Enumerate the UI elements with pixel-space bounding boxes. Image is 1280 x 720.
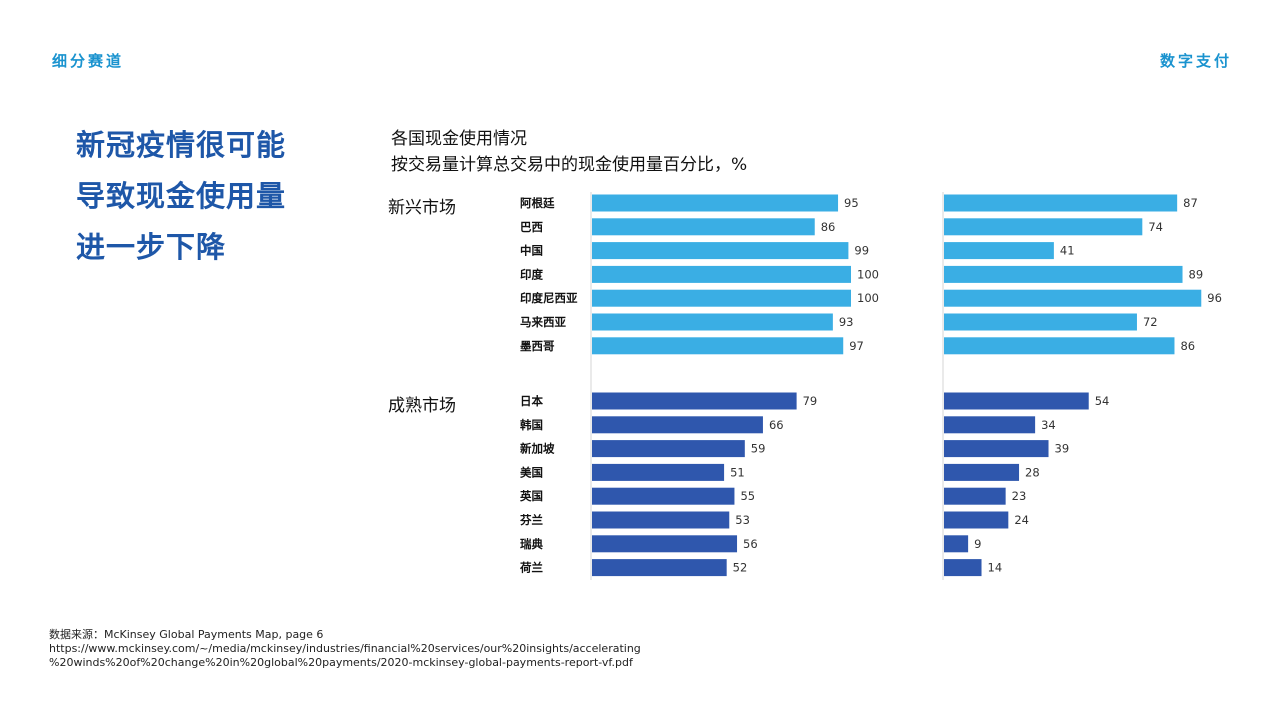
chart-title: 各国现金使用情况 (391, 129, 527, 149)
bar (944, 440, 1049, 458)
bar (592, 194, 839, 212)
headline: 新冠疫情很可能 导致现金使用量 进一步下降 (76, 120, 376, 273)
category-label: 芬兰 (519, 513, 543, 527)
data-label: 59 (751, 442, 766, 456)
group-label: 新兴市场 (388, 198, 456, 218)
data-label: 28 (1025, 465, 1040, 479)
data-label: 54 (1095, 394, 1110, 408)
data-label: 39 (1055, 442, 1070, 456)
bar (944, 194, 1178, 212)
category-label: 美国 (520, 465, 543, 479)
bar (944, 487, 1006, 505)
data-label: 87 (1183, 196, 1198, 210)
data-label: 89 (1189, 267, 1204, 281)
data-label: 41 (1060, 244, 1075, 258)
bar (944, 511, 1009, 529)
bar (944, 559, 982, 577)
bar (592, 511, 730, 529)
bar (592, 242, 849, 260)
category-label: 英国 (519, 489, 543, 503)
category-label: 荷兰 (519, 561, 543, 575)
bar (944, 535, 969, 553)
data-label: 100 (857, 267, 879, 281)
bar (592, 416, 763, 434)
bar (592, 392, 797, 410)
data-label: 53 (735, 513, 750, 527)
category-label: 墨西哥 (520, 339, 555, 353)
chart-title-block: 各国现金使用情况 按交易量计算总交易中的现金使用量百分比，% (391, 126, 747, 178)
data-label: 51 (730, 465, 745, 479)
category-label: 印度 (520, 267, 543, 281)
bar (944, 218, 1143, 236)
data-label: 99 (854, 244, 869, 258)
bar (592, 535, 738, 553)
category-label: 瑞典 (520, 537, 543, 551)
data-label: 86 (1180, 339, 1195, 353)
data-label: 55 (740, 489, 755, 503)
data-label: 9 (974, 537, 981, 551)
headline-line-3: 进一步下降 (76, 230, 227, 264)
data-label: 66 (769, 418, 784, 432)
source-line-3: %20winds%20of%20change%20in%20global%20p… (49, 656, 633, 669)
headline-line-1: 新冠疫情很可能 (76, 128, 287, 162)
bar (592, 559, 727, 577)
bar (944, 289, 1202, 307)
bar (592, 289, 851, 307)
data-label: 74 (1148, 220, 1163, 234)
category-label: 新加坡 (520, 442, 555, 456)
category-label: 巴西 (520, 220, 543, 234)
bar (944, 242, 1054, 260)
group-label: 成熟市场 (388, 395, 456, 416)
data-label: 95 (844, 196, 859, 210)
data-label: 34 (1041, 418, 1056, 432)
bar (592, 463, 725, 481)
category-label: 印度尼西亚 (520, 291, 578, 305)
data-label: 14 (988, 561, 1003, 575)
bar (944, 392, 1089, 410)
bar (592, 487, 735, 505)
bar (944, 337, 1175, 355)
data-label: 93 (839, 315, 854, 329)
data-label: 23 (1012, 489, 1027, 503)
category-label: 韩国 (520, 418, 543, 432)
bar (592, 218, 815, 236)
data-label: 86 (821, 220, 836, 234)
data-label: 97 (849, 339, 864, 353)
bar (944, 463, 1020, 481)
chart-subtitle: 按交易量计算总交易中的现金使用量百分比，% (391, 155, 748, 175)
data-label: 79 (803, 394, 818, 408)
bar (944, 265, 1183, 283)
bar (592, 440, 745, 458)
bar (592, 313, 833, 331)
category-label: 阿根廷 (520, 196, 555, 210)
category-label: 中国 (520, 244, 543, 258)
data-label: 96 (1207, 291, 1222, 305)
source-note: 数据来源：McKinsey Global Payments Map, page … (49, 628, 641, 670)
data-label: 100 (857, 291, 879, 305)
source-line-2: https://www.mckinsey.com/~/media/mckinse… (49, 642, 641, 655)
bar (944, 416, 1036, 434)
data-label: 72 (1143, 315, 1158, 329)
bar (944, 313, 1137, 331)
category-label: 马来西亚 (520, 315, 566, 329)
data-label: 52 (733, 561, 748, 575)
data-label: 24 (1014, 513, 1029, 527)
headline-line-2: 导致现金使用量 (76, 179, 287, 213)
category-label: 日本 (520, 394, 543, 408)
bar (592, 337, 844, 355)
data-label: 56 (743, 537, 758, 551)
source-line-1: 数据来源：McKinsey Global Payments Map, page … (49, 628, 324, 641)
topic-label: 数字支付 (1159, 52, 1232, 70)
bar (592, 265, 851, 283)
section-label: 细分赛道 (52, 52, 125, 70)
